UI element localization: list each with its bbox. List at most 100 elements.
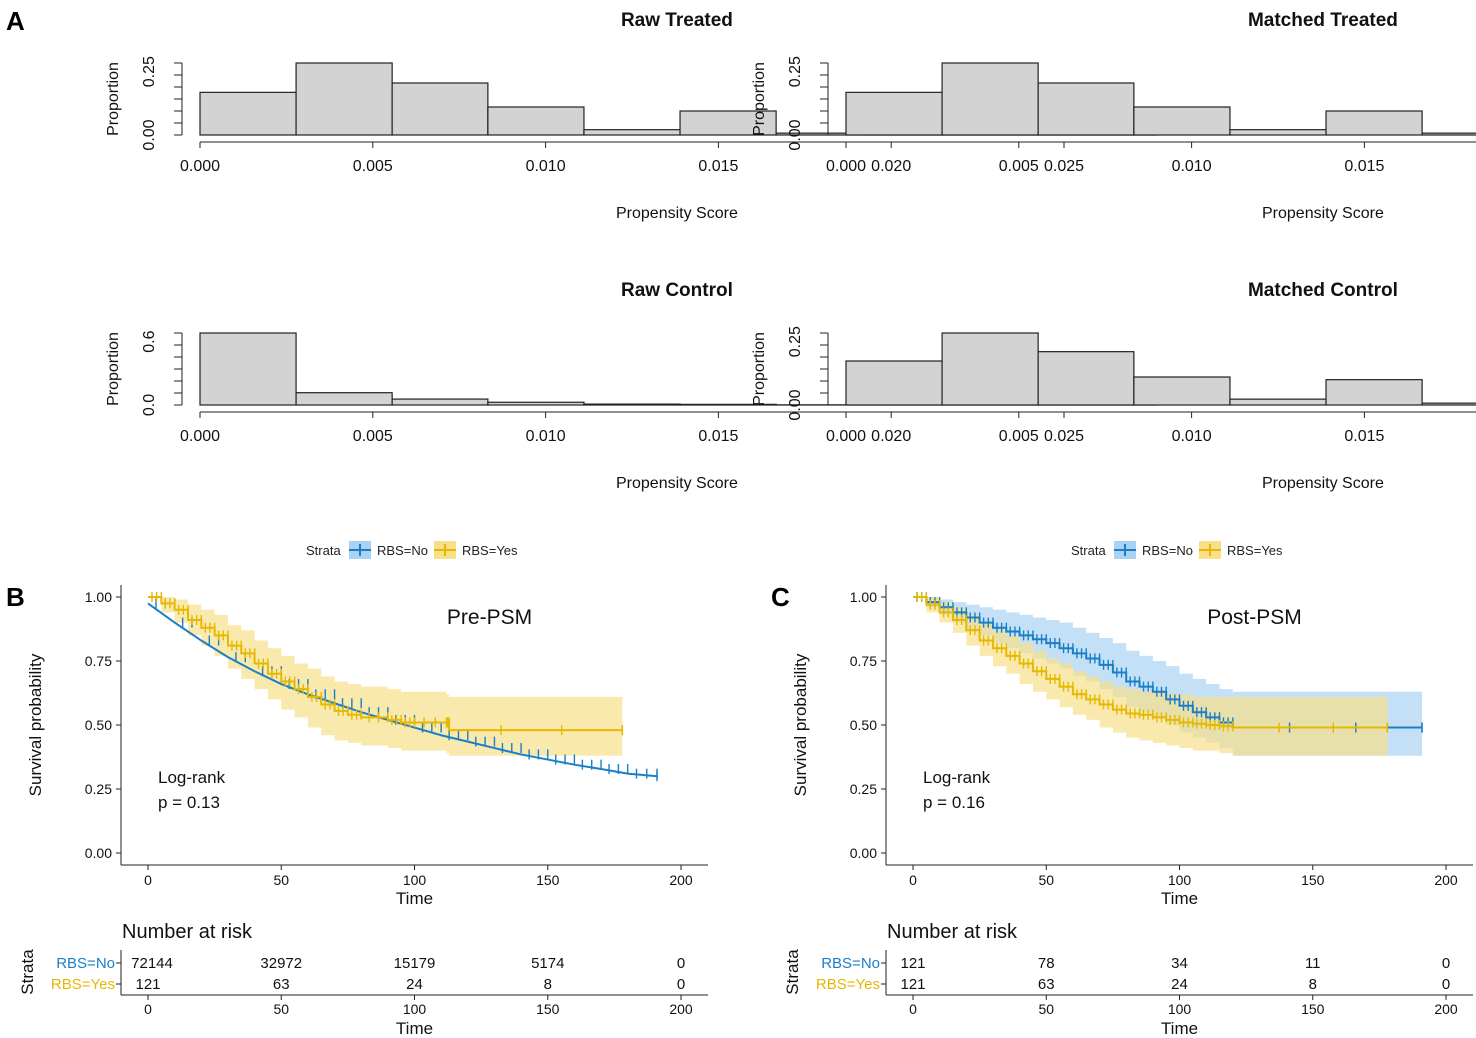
hist-bar — [583, 403, 681, 406]
y-tick-label: 0.25 — [850, 781, 877, 797]
risk-count: 63 — [1038, 976, 1055, 993]
x-tick-label: 0.005 — [353, 158, 393, 175]
risk-row-label: RBS=Yes — [816, 976, 880, 993]
risk-x-axis-title: Time — [1161, 1019, 1198, 1038]
y-tick-label: 0.00 — [787, 389, 804, 420]
y-axis-title: Proportion — [751, 332, 768, 406]
y-tick-label: 0.75 — [85, 653, 112, 669]
risk-x-tick-label: 0 — [909, 1001, 917, 1017]
survival-curve — [913, 596, 1423, 729]
x-tick-label: 0.010 — [1172, 428, 1212, 445]
x-tick-label: 0.000 — [826, 158, 866, 175]
hist-bar — [941, 332, 1039, 406]
risk-row-label: RBS=No — [56, 955, 115, 972]
x-tick-label: 0.010 — [1172, 158, 1212, 175]
histogram-raw-control: Raw Control 0.000 0.005 0.010 0.015 0.020 0.02… — [105, 280, 1158, 492]
hist-bar — [295, 62, 393, 136]
risk-x-tick-label: 200 — [1434, 1001, 1458, 1017]
histogram-matched-control: Matched Control 0.000 0.005 0.010 0.015 0.020… — [751, 280, 1476, 492]
y-tick-label: 0.6 — [141, 330, 158, 352]
survival-curve — [148, 596, 623, 732]
legend-label: RBS=No — [1142, 543, 1193, 558]
y-axis-title: Proportion — [105, 62, 122, 136]
x-tick-label: 0.015 — [1344, 428, 1384, 445]
legend: Strata RBS=No RBS=Yes — [1071, 541, 1283, 559]
risk-count: 15179 — [394, 955, 436, 972]
plot-name: Pre-PSM — [447, 606, 532, 629]
y-axis-title: Proportion — [105, 332, 122, 406]
x-tick-label: 0.015 — [1344, 158, 1384, 175]
risk-count: 8 — [544, 976, 552, 993]
x-axis-title: Time — [396, 889, 433, 908]
hist-bar — [1037, 82, 1135, 136]
risk-count: 5174 — [531, 955, 564, 972]
y-axis-title: Proportion — [751, 62, 768, 136]
y-tick-label: 0.00 — [787, 119, 804, 150]
y-tick-label: 1.00 — [850, 589, 877, 605]
hist-bar — [845, 91, 943, 136]
hist-bar — [199, 91, 297, 136]
ci-band — [913, 597, 1388, 756]
y-axis-title: Survival probability — [791, 653, 810, 796]
y-tick-label: 0.50 — [85, 717, 112, 733]
risk-count: 121 — [900, 955, 925, 972]
risk-count: 34 — [1171, 955, 1188, 972]
legend-label: RBS=Yes — [1227, 543, 1283, 558]
hist-bar — [583, 129, 681, 136]
x-tick-label: 200 — [669, 872, 693, 888]
risk-x-tick-label: 100 — [403, 1001, 427, 1017]
survival-curve — [913, 596, 1388, 729]
y-tick-label: 0.25 — [787, 56, 804, 87]
risk-x-axis-title: Time — [396, 1019, 433, 1038]
hist-title: Matched Control — [1248, 280, 1398, 301]
hist-bar — [199, 332, 297, 406]
y-axis-title: Survival probability — [26, 653, 45, 796]
x-tick-label: 0.020 — [871, 158, 911, 175]
hist-bar — [487, 106, 585, 136]
risk-row-label: RBS=Yes — [51, 976, 115, 993]
risk-count: 121 — [135, 976, 160, 993]
y-tick-label: 0.25 — [787, 326, 804, 357]
x-tick-label: 0.025 — [1044, 428, 1084, 445]
risk-count: 78 — [1038, 955, 1055, 972]
risk-count: 72144 — [131, 955, 173, 972]
histogram-raw-treated: Raw Treated 0.000 0.005 0.010 0.015 0.020 0.02… — [105, 10, 1158, 222]
plot-name: Post-PSM — [1207, 606, 1302, 629]
y-tick-label: 0.0 — [141, 394, 158, 416]
risk-count: 0 — [677, 955, 685, 972]
risk-count: 32972 — [260, 955, 302, 972]
x-tick-label: 0.005 — [999, 428, 1039, 445]
panel-label-b: B — [6, 582, 25, 612]
hist-bar — [1325, 379, 1423, 406]
x-tick-label: 50 — [273, 872, 289, 888]
y-tick-label: 0.50 — [850, 717, 877, 733]
risk-count: 11 — [1305, 955, 1321, 972]
risk-count: 24 — [406, 976, 423, 993]
hist-bar — [391, 398, 489, 406]
x-axis-title: Propensity Score — [616, 475, 738, 492]
risk-x-tick-label: 50 — [273, 1001, 289, 1017]
hist-bar — [1037, 351, 1135, 406]
x-tick-label: 0.005 — [999, 158, 1039, 175]
x-axis-title: Propensity Score — [1262, 205, 1384, 222]
y-tick-label: 0.00 — [85, 845, 112, 861]
x-tick-label: 0.010 — [526, 158, 566, 175]
panel-label-c: C — [771, 582, 790, 612]
x-tick-label: 0.010 — [526, 428, 566, 445]
x-tick-label: 0.000 — [180, 158, 220, 175]
y-tick-label: 1.00 — [85, 589, 112, 605]
y-tick-label: 0.75 — [850, 653, 877, 669]
p-value: p = 0.13 — [158, 793, 220, 812]
ci-band — [148, 597, 623, 756]
hist-title: Matched Treated — [1248, 10, 1398, 31]
y-tick-label: 0.00 — [141, 119, 158, 150]
hist-bar — [1421, 132, 1476, 136]
hist-bar — [1133, 106, 1231, 136]
x-axis-title: Propensity Score — [1262, 475, 1384, 492]
hist-bar — [679, 110, 777, 136]
panel-label-a: A — [6, 6, 25, 36]
risk-count: 63 — [273, 976, 290, 993]
x-tick-label: 0.000 — [180, 428, 220, 445]
hist-bar — [1229, 129, 1327, 136]
